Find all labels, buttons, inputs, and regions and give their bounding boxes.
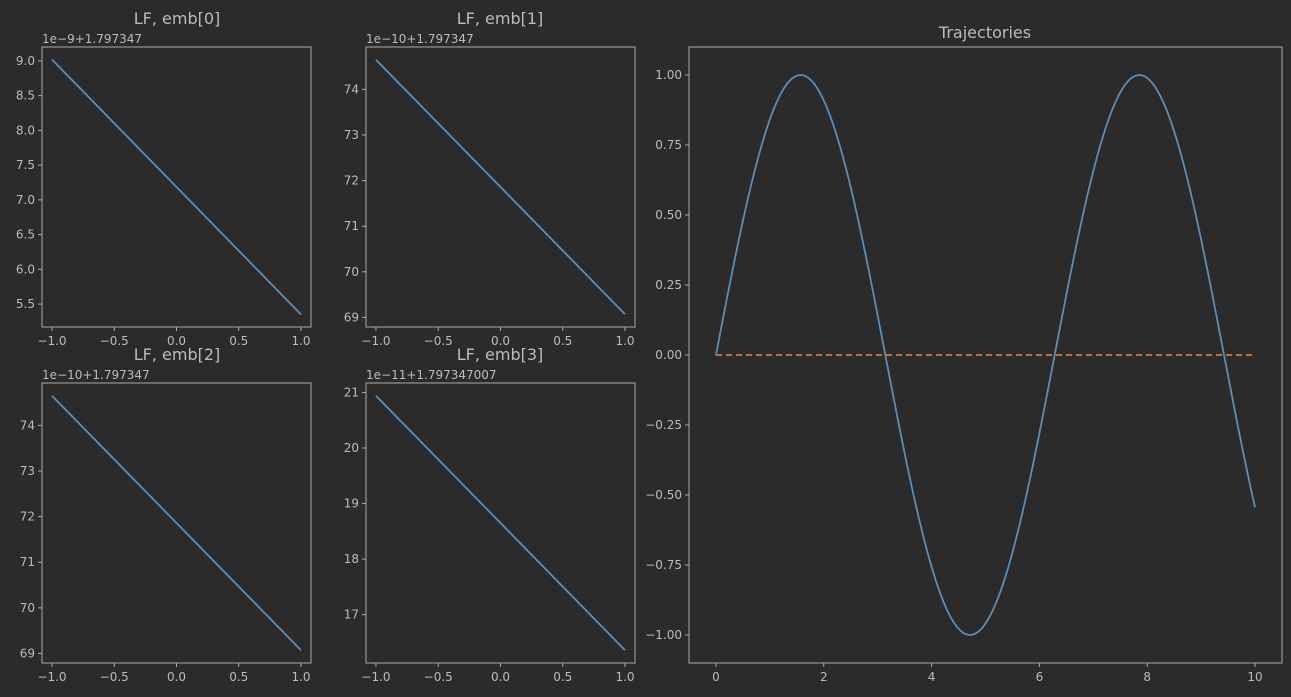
series-line: [51, 58, 302, 316]
series-line: [375, 395, 626, 651]
x-tick-label: −0.5: [424, 670, 453, 684]
subplot-title: LF, emb[1]: [457, 9, 544, 28]
y-tick-label: 74: [344, 82, 359, 96]
y-tick-label: 8.5: [16, 89, 35, 103]
subplot-emb3: LF, emb[3] 1e−11+1.797347007 −1.0 −0.5 0.0…: [344, 345, 636, 684]
axis-offset-label: 1e−10+1.797347: [42, 368, 150, 382]
y-tick-label: 6.5: [16, 228, 35, 242]
trajectory-line: [715, 74, 1256, 636]
x-tick-label: 10: [1247, 670, 1262, 684]
axis-offset-label: 1e−9+1.797347: [42, 32, 142, 46]
y-tick-label: 71: [20, 555, 35, 569]
y-tick-label: 69: [20, 646, 35, 660]
x-tick-label: 0.0: [491, 334, 510, 348]
x-tick-label: 0: [712, 670, 720, 684]
x-tick-label: −0.5: [100, 334, 129, 348]
subplot-emb0: LF, emb[0] 1e−9+1.797347 −1.0 −0.5 0.0 0.5 1…: [16, 9, 312, 348]
y-tick-label: 69: [344, 310, 359, 324]
x-tick-label: −1.0: [361, 334, 390, 348]
y-tick-label: 7.0: [16, 193, 35, 207]
y-tick-label: −0.50: [645, 488, 682, 502]
y-tick-label: 17: [344, 608, 359, 622]
x-tick-label: 1.0: [291, 334, 310, 348]
x-tick-label: 0.0: [167, 670, 186, 684]
y-tick-label: 18: [344, 552, 359, 566]
subplot-emb1: LF, emb[1] 1e−10+1.797347 −1.0 −0.5 0.0 0.5…: [344, 9, 636, 348]
x-tick-label: −0.5: [100, 670, 129, 684]
subplot-title: LF, emb[0]: [134, 9, 221, 28]
y-tick-label: 0.75: [655, 138, 682, 152]
x-tick-label: 0.5: [229, 334, 248, 348]
y-tick-label: 21: [344, 385, 359, 399]
y-tick-label: 72: [20, 510, 35, 524]
x-tick-label: 1.0: [291, 670, 310, 684]
x-tick-label: −1.0: [37, 334, 66, 348]
y-tick-label: 20: [344, 441, 359, 455]
y-tick-label: 73: [20, 464, 35, 478]
y-tick-label: 8.0: [16, 123, 35, 137]
x-tick-label: 1.0: [615, 334, 634, 348]
y-tick-label: 7.5: [16, 158, 35, 172]
y-tick-label: 0.50: [655, 208, 682, 222]
x-tick-label: 1.0: [615, 670, 634, 684]
y-tick-label: 72: [344, 174, 359, 188]
y-tick-label: 71: [344, 219, 359, 233]
axis-offset-label: 1e−11+1.797347007: [366, 368, 497, 382]
x-tick-label: 0.5: [553, 334, 572, 348]
x-tick-label: 8: [1143, 670, 1151, 684]
x-tick-label: 4: [928, 670, 936, 684]
y-tick-label: 70: [344, 265, 359, 279]
y-tick-label: 0.00: [655, 348, 682, 362]
subplot-emb2: LF, emb[2] 1e−10+1.797347 −1.0 −0.5 0.0 0.5…: [20, 345, 312, 684]
y-tick-label: 19: [344, 497, 359, 511]
y-tick-label: 9.0: [16, 54, 35, 68]
y-tick-label: 70: [20, 601, 35, 615]
x-tick-label: 2: [820, 670, 828, 684]
subplot-title: Trajectories: [938, 23, 1031, 42]
x-tick-label: 0.0: [167, 334, 186, 348]
series-line: [375, 59, 626, 315]
y-tick-label: 0.25: [655, 278, 682, 292]
y-tick-label: 6.0: [16, 262, 35, 276]
subplot-title: LF, emb[2]: [134, 345, 221, 364]
y-tick-label: 73: [344, 128, 359, 142]
y-tick-label: −1.00: [645, 628, 682, 642]
x-tick-label: −0.5: [424, 334, 453, 348]
x-tick-label: −1.0: [37, 670, 66, 684]
subplot-title: LF, emb[3]: [457, 345, 544, 364]
y-tick-label: −0.75: [645, 558, 682, 572]
y-tick-label: 74: [20, 418, 35, 432]
x-tick-label: 0.5: [553, 670, 572, 684]
subplot-trajectories: Trajectories 0 2 4 6 8 10 −1.00 −0.75 −0.50 −0.25…: [645, 23, 1283, 684]
series-line: [51, 395, 302, 651]
x-tick-label: 6: [1036, 670, 1044, 684]
x-tick-label: 0.0: [491, 670, 510, 684]
y-tick-label: 5.5: [16, 297, 35, 311]
y-tick-label: −0.25: [645, 418, 682, 432]
axis-offset-label: 1e−10+1.797347: [366, 32, 474, 46]
y-tick-label: 1.00: [655, 68, 682, 82]
x-tick-label: 0.5: [229, 670, 248, 684]
x-tick-label: −1.0: [361, 670, 390, 684]
